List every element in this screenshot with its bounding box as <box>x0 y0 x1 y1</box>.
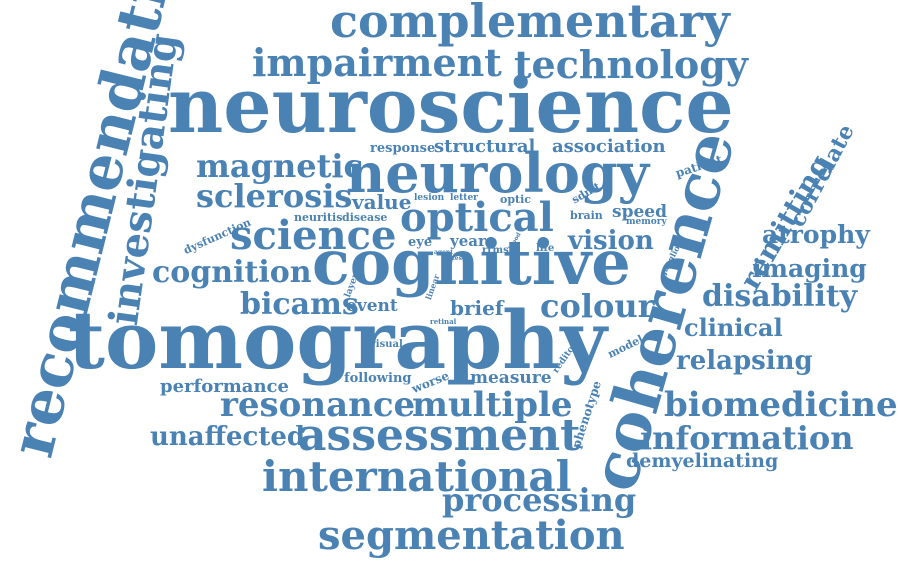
word-magnetic: magnetic <box>196 147 364 185</box>
word-agent: agent <box>434 249 454 256</box>
word-structural: structural <box>434 136 536 157</box>
word-neuroscience: neuroscience <box>168 61 734 150</box>
word-letter: letter <box>450 193 478 203</box>
word-visual: visual <box>370 339 403 350</box>
word-neuritis: neuritis <box>294 211 343 224</box>
word-value: value <box>352 190 412 214</box>
word-relapsing: relapsing <box>676 346 813 376</box>
word-speed: speed <box>612 202 667 222</box>
word-measure: measure <box>470 368 552 388</box>
word-event: event <box>346 296 398 316</box>
word-memory: memory <box>626 217 667 227</box>
word-disability: disability <box>702 279 858 314</box>
word-rrms: rrms <box>482 245 509 256</box>
word-life: life <box>536 243 555 254</box>
word-retinal: retinal <box>430 317 457 326</box>
word-segmentation: segmentation <box>318 512 625 559</box>
word-disease: disease <box>342 211 388 224</box>
word-brain: brain <box>570 209 603 222</box>
word-lesion: lesion <box>414 193 445 203</box>
word-imaging: imaging <box>752 254 867 283</box>
word-response: response <box>370 141 436 156</box>
word-sclerosis: sclerosis <box>196 177 353 215</box>
word-cognitive: cognitive <box>312 226 631 299</box>
word-tomography: tomography <box>68 293 607 387</box>
word-complementary: complementary <box>330 0 730 48</box>
word-vision: vision <box>568 226 654 256</box>
word-atrophy: atrophy <box>762 220 870 249</box>
word-cognition: cognition <box>152 255 312 290</box>
word-biomedicine: biomedicine <box>664 385 898 425</box>
word-eye: eye <box>408 235 433 250</box>
word-optic: optic <box>500 193 531 206</box>
word-assessment: assessment <box>298 410 581 461</box>
word-science: science <box>230 212 397 259</box>
word-resonance: resonance <box>220 385 416 425</box>
word-impairment: impairment <box>252 40 502 85</box>
word-performance: performance <box>160 376 289 397</box>
word-bicams: bicams <box>240 287 359 322</box>
word-following: following <box>344 371 412 386</box>
word-test: test <box>452 255 465 262</box>
word-international: international <box>262 452 572 501</box>
word-unaffected: unaffected <box>150 422 306 452</box>
word-information: information <box>640 419 854 457</box>
word-demyelinating: demyelinating <box>626 450 779 472</box>
word-colour: colour <box>540 287 655 325</box>
word-processing: processing <box>442 481 637 519</box>
word-association: association <box>552 136 666 157</box>
word-neurology: neurology <box>346 141 650 205</box>
word-technology: technology <box>514 42 748 87</box>
word-brief: brief <box>450 296 504 320</box>
word-optical: optical <box>400 194 554 241</box>
word-clinical: clinical <box>684 313 783 342</box>
word-multiple: multiple <box>412 385 573 425</box>
word-year: year <box>450 232 486 250</box>
